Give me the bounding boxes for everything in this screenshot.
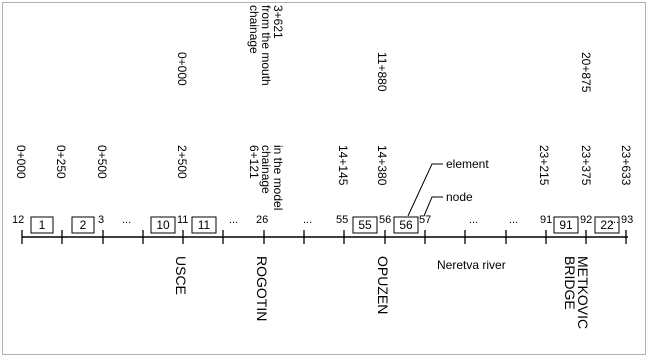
element-box [553,216,579,234]
place-label-rogotin: ROGOTIN [254,256,270,321]
element-label: 10 [156,218,170,232]
element-box [30,216,54,234]
ellipsis: ... [303,214,312,226]
model-caption-line: chainage [259,145,273,194]
mouth-chainage-label: 3+621 [271,5,285,39]
model-chainage-label: 14+145 [336,145,350,186]
place-label-metkovic: METKOVIC [575,256,591,329]
mouth-chainage-label: 11+880 [375,52,389,92]
node-labels: 12 3 11 26 55 56 57 91 92 93 [12,214,633,226]
mouth-chainages: 0+000 chainage from the mouth 3+621 11+8… [175,5,593,93]
element-box [352,216,378,234]
model-chainage-label: 23+633 [619,145,633,186]
node-label: 56 [379,214,391,226]
node-label: 26 [256,214,268,226]
mouth-caption-line: chainage [247,5,261,54]
ellipsis: ... [610,214,619,226]
mouth-chainage-label: 0+000 [175,52,189,86]
model-chainage-label: 6+121 [247,145,261,179]
element-box [393,216,419,234]
place-label-usce: USCE [173,256,189,295]
node-label: 12 [12,214,24,226]
element-label: 56 [399,218,413,232]
ellipsis: ... [122,214,131,226]
legend-leaders [407,163,443,217]
element-box [594,216,620,234]
element-label: 55 [358,218,372,232]
ellipsis: ... [509,214,518,226]
model-chainage-label: 23+375 [579,145,593,186]
model-caption-line: in the model [271,145,285,210]
element-label: 91 [559,218,573,232]
element-label: 22 [600,218,614,232]
node-label: 3 [98,214,104,226]
model-chainage-label: 0+250 [54,145,68,179]
mouth-chainage-label: 20+875 [579,52,593,93]
element-label: 1 [39,218,46,232]
place-names: USCE ROGOTIN OPUZEN METKOVIC BRIDGE [173,256,591,329]
element-label: 2 [80,218,87,232]
model-chainage-label: 0+000 [14,145,28,179]
axis-ticks [21,230,627,244]
element-leader [407,163,443,217]
ellipsis: ... [229,214,238,226]
model-chainages: 0+000 0+250 0+500 2+500 6+121 chainage i… [14,145,633,210]
element-box [191,216,217,234]
legend-node-label: node [446,190,473,204]
node-label: 55 [336,214,348,226]
place-label-bridge: BRIDGE [562,256,578,310]
node-label: 93 [621,214,633,226]
element-label: 11 [198,218,211,232]
model-chainage-label: 14+380 [375,145,389,186]
node-label: 57 [419,214,431,226]
legend-element-label: element [446,157,489,171]
ellipsis-labels: ... ... ... ... ... ... [122,214,619,226]
model-chainage-label: 2+500 [175,145,189,179]
node-label: 91 [540,214,552,226]
element-boxes [30,216,620,234]
element-box [150,216,176,234]
model-chainage-label: 0+500 [95,145,109,179]
element-labels: 1 2 10 11 55 56 91 22 [39,218,614,232]
element-box [71,216,95,234]
mouth-caption-line: from the mouth [259,5,273,86]
river-label: Neretva river [437,258,506,272]
model-chainage-label: 23+215 [537,145,551,186]
node-label: 11 [177,214,188,226]
ellipsis: ... [469,214,478,226]
node-label: 92 [580,214,592,226]
node-leader [423,196,443,217]
place-label-opuzen: OPUZEN [375,256,391,314]
